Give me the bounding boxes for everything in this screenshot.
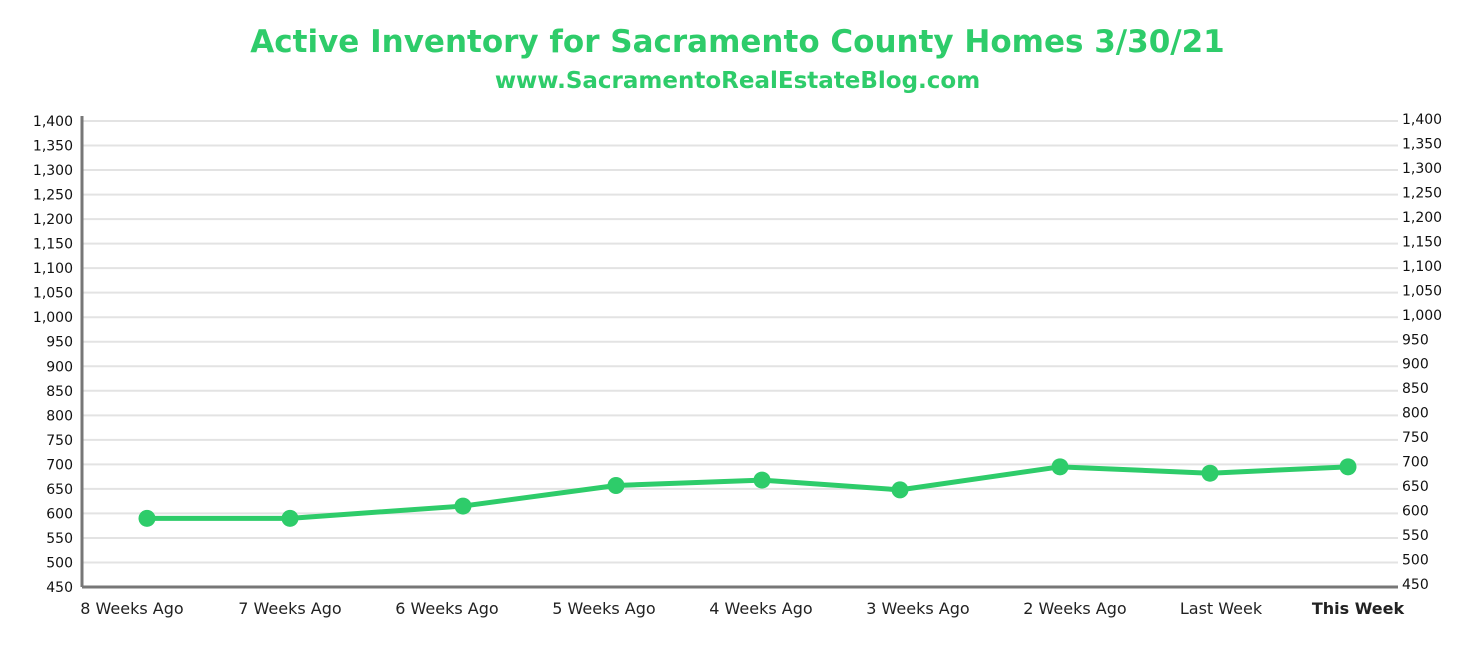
x-category-label: 5 Weeks Ago <box>552 599 655 618</box>
right-y-tick-label: 1,250 <box>1402 185 1442 201</box>
left-y-tick-label: 850 <box>46 384 73 400</box>
axes <box>80 116 1398 589</box>
right-y-tick-label: 500 <box>1402 553 1429 569</box>
left-y-tick-label: 1,350 <box>33 139 73 155</box>
x-category-label: 2 Weeks Ago <box>1023 599 1126 618</box>
left-y-tick-label: 1,050 <box>33 286 73 302</box>
x-axis-category-labels: 8 Weeks Ago 7 Weeks Ago 6 Weeks Ago 5 Weeks… <box>80 599 1404 618</box>
gridlines <box>82 120 1398 588</box>
left-y-tick-label: 950 <box>46 335 73 351</box>
left-y-tick-label: 1,000 <box>33 310 73 326</box>
x-category-label: 3 Weeks Ago <box>866 599 969 618</box>
data-point <box>454 497 472 515</box>
left-y-tick-label: 800 <box>46 408 73 424</box>
right-y-tick-label: 1,100 <box>1402 259 1442 275</box>
right-y-tick-label: 750 <box>1402 430 1429 446</box>
right-y-tick-label: 850 <box>1402 381 1429 397</box>
left-y-tick-label: 900 <box>46 359 73 375</box>
right-y-tick-label: 1,350 <box>1402 136 1442 152</box>
left-y-tick-label: 650 <box>46 482 73 498</box>
right-y-tick-label: 1,400 <box>1402 112 1442 128</box>
left-y-tick-label: 1,150 <box>33 237 73 253</box>
data-point <box>891 481 909 499</box>
x-category-label: 7 Weeks Ago <box>238 599 341 618</box>
x-category-label: Last Week <box>1180 599 1263 618</box>
right-y-tick-label: 1,000 <box>1402 308 1442 324</box>
right-y-tick-label: 650 <box>1402 479 1429 495</box>
data-point <box>607 476 625 494</box>
left-y-tick-label: 1,200 <box>33 212 73 228</box>
left-y-tick-label: 1,400 <box>33 114 73 130</box>
right-y-tick-label: 550 <box>1402 528 1429 544</box>
left-y-tick-label: 500 <box>46 555 73 571</box>
right-y-tick-label: 950 <box>1402 332 1429 348</box>
right-y-tick-label: 1,150 <box>1402 234 1442 250</box>
right-y-tick-label: 1,050 <box>1402 283 1442 299</box>
series-group <box>138 458 1357 527</box>
left-y-axis-ticks: 450 500 550 600 650 700 750 800 850 900 950 1,000 1,… <box>33 114 73 596</box>
left-y-tick-label: 1,100 <box>33 261 73 277</box>
right-y-tick-label: 1,300 <box>1402 161 1442 177</box>
right-y-tick-label: 800 <box>1402 406 1429 422</box>
data-point <box>281 509 299 527</box>
data-point <box>753 471 771 489</box>
x-category-label: This Week <box>1312 599 1405 618</box>
left-y-tick-label: 700 <box>46 457 73 473</box>
x-category-label: 8 Weeks Ago <box>80 599 183 618</box>
right-y-axis-ticks: 450 500 550 600 650 700 750 800 850 900 950 1,000 1,… <box>1402 112 1442 593</box>
right-y-tick-label: 450 <box>1402 577 1429 593</box>
right-y-tick-label: 700 <box>1402 455 1429 471</box>
left-y-tick-label: 550 <box>46 531 73 547</box>
chart-subtitle: www.SacramentoRealEstateBlog.com <box>494 68 981 94</box>
chart-title: Active Inventory for Sacramento County H… <box>250 24 1225 60</box>
left-y-tick-label: 750 <box>46 433 73 449</box>
right-y-tick-label: 900 <box>1402 357 1429 373</box>
x-category-label: 6 Weeks Ago <box>395 599 498 618</box>
left-y-tick-label: 450 <box>46 580 73 596</box>
left-y-tick-label: 1,250 <box>33 188 73 204</box>
data-point <box>1051 458 1069 476</box>
series-line <box>144 464 1351 521</box>
left-y-tick-label: 1,300 <box>33 163 73 179</box>
left-y-tick-label: 600 <box>46 506 73 522</box>
data-point <box>138 509 156 527</box>
data-point <box>1339 458 1357 476</box>
right-y-tick-label: 1,200 <box>1402 210 1442 226</box>
data-point <box>1201 464 1219 482</box>
x-category-label: 4 Weeks Ago <box>709 599 812 618</box>
right-y-tick-label: 600 <box>1402 504 1429 520</box>
